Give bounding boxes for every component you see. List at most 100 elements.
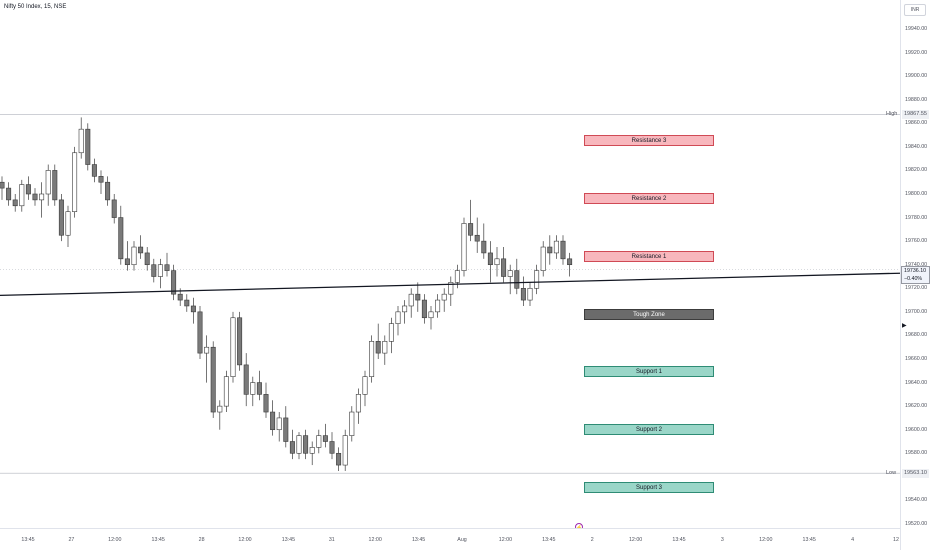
time-tick-label: 12:00: [759, 537, 773, 543]
candle-body: [289, 441, 295, 454]
time-tick-label: 13:45: [802, 537, 816, 543]
symbol-legend: Nifty 50 Index, 15, NSE: [4, 4, 67, 10]
time-axis[interactable]: 13:45 27 12:00 13:45 28 12:00 13:45 31 12:00 13:4…: [0, 528, 900, 551]
time-tick-label: 31: [328, 537, 335, 543]
time-tick-label: 12:00: [368, 537, 382, 543]
candle-body: [177, 293, 183, 301]
price-tick-label: 19700.00: [905, 308, 928, 315]
zone-resistance-3[interactable]: Resistance 3: [584, 135, 714, 147]
price-tick-label: 19940.00: [905, 26, 928, 32]
price-tick-label: 19800.00: [905, 191, 928, 197]
candle-body: [567, 258, 573, 266]
candle-body: [487, 252, 493, 266]
zone-support-1[interactable]: Support 1: [584, 366, 714, 378]
candle-body: [382, 341, 388, 354]
candle-body: [105, 181, 111, 201]
candle-body: [85, 128, 91, 165]
time-tick-label: 4: [851, 537, 855, 543]
candle-body: [303, 435, 309, 454]
candle-body: [270, 411, 276, 431]
candle-body: [501, 258, 507, 277]
candle-body: [309, 447, 315, 454]
candle-body: [527, 287, 533, 301]
candle-body: [435, 299, 441, 313]
candle-body: [151, 264, 157, 277]
candle-body: [138, 246, 144, 254]
candle-body: [520, 287, 526, 301]
last-price-value: 19736.10: [904, 268, 927, 274]
candle-body: [0, 181, 5, 189]
candle-body: [322, 435, 328, 442]
candle-body: [421, 299, 427, 319]
candle-body: [45, 170, 51, 195]
time-tick-label: 13:45: [672, 537, 686, 543]
candle-body: [52, 170, 58, 201]
price-tick-label: 19680.00: [905, 332, 928, 339]
candle-body: [25, 184, 31, 195]
chart-area[interactable]: Nifty 50 Index, 15, NSE Resistance 3 Resi…: [0, 0, 901, 531]
time-tick-label: 13:45: [21, 537, 35, 543]
candle-body: [454, 270, 460, 283]
zone-resistance-2[interactable]: Resistance 2: [584, 193, 714, 205]
candle-body: [197, 311, 203, 354]
candle-body: [230, 317, 236, 377]
candle-body: [395, 311, 401, 324]
candle-body: [65, 211, 71, 236]
candle-body: [6, 187, 12, 201]
candle-body: [468, 223, 474, 236]
price-tick-label: 19760.00: [905, 238, 928, 245]
candle-body: [237, 317, 243, 366]
candle-body: [474, 234, 480, 242]
candle-body: [329, 441, 335, 454]
candle-body: [171, 270, 177, 295]
candle-body: [144, 252, 150, 266]
candle-body: [461, 223, 467, 271]
low-label: Low: [886, 469, 897, 476]
candle-body: [111, 199, 117, 218]
candle-body: [263, 394, 269, 413]
candle-body: [402, 305, 408, 313]
time-tick-label: 13:45: [151, 537, 165, 543]
price-tick-label: 19640.00: [905, 379, 928, 386]
candle-body: [283, 417, 289, 442]
candle-body: [507, 270, 513, 277]
candle-body: [547, 246, 553, 254]
candle-body: [131, 246, 137, 266]
price-tick-label: 19740.00: [905, 261, 928, 268]
candle-body: [316, 435, 322, 448]
price-tick-label: 19620.00: [905, 403, 928, 410]
candle-body: [408, 293, 414, 307]
price-tick-label: 19900.00: [905, 73, 928, 80]
zone-tough-zone[interactable]: Tough Zone: [584, 308, 714, 320]
zone-resistance-1[interactable]: Resistance 1: [584, 250, 714, 262]
price-tick-label: 19780.00: [905, 214, 928, 221]
candle-body: [78, 128, 84, 154]
candle-body: [72, 152, 78, 212]
candle-body: [190, 305, 196, 313]
price-tick-label: 19600.00: [905, 426, 928, 433]
price-tick-label: 19860.00: [905, 120, 928, 127]
candle-body: [118, 217, 124, 260]
currency-label[interactable]: INR: [904, 4, 926, 16]
candle-body: [540, 246, 546, 271]
candle-body: [296, 435, 302, 454]
candlestick-chart[interactable]: [0, 0, 901, 528]
zone-support-2[interactable]: Support 2: [584, 424, 714, 436]
high-value: 19867.55: [902, 109, 929, 119]
last-price-box: 19736.10 −0.40%: [901, 266, 930, 284]
candle-body: [514, 270, 520, 289]
price-tick-label: 19920.00: [905, 49, 928, 56]
candle-body: [349, 411, 355, 436]
zone-support-3[interactable]: Support 3: [584, 481, 714, 493]
candle-body: [184, 299, 190, 307]
candle-body: [58, 199, 64, 236]
candle-body: [375, 341, 381, 354]
time-tick-label: 12: [893, 537, 899, 543]
candle-body: [388, 323, 394, 342]
price-tick-label: 19880.00: [905, 96, 928, 103]
price-tick-label: 19660.00: [905, 356, 928, 362]
candle-body: [243, 364, 249, 395]
price-tick-label: 19840.00: [905, 143, 928, 150]
candle-body: [12, 199, 18, 207]
candle-body: [553, 240, 559, 254]
